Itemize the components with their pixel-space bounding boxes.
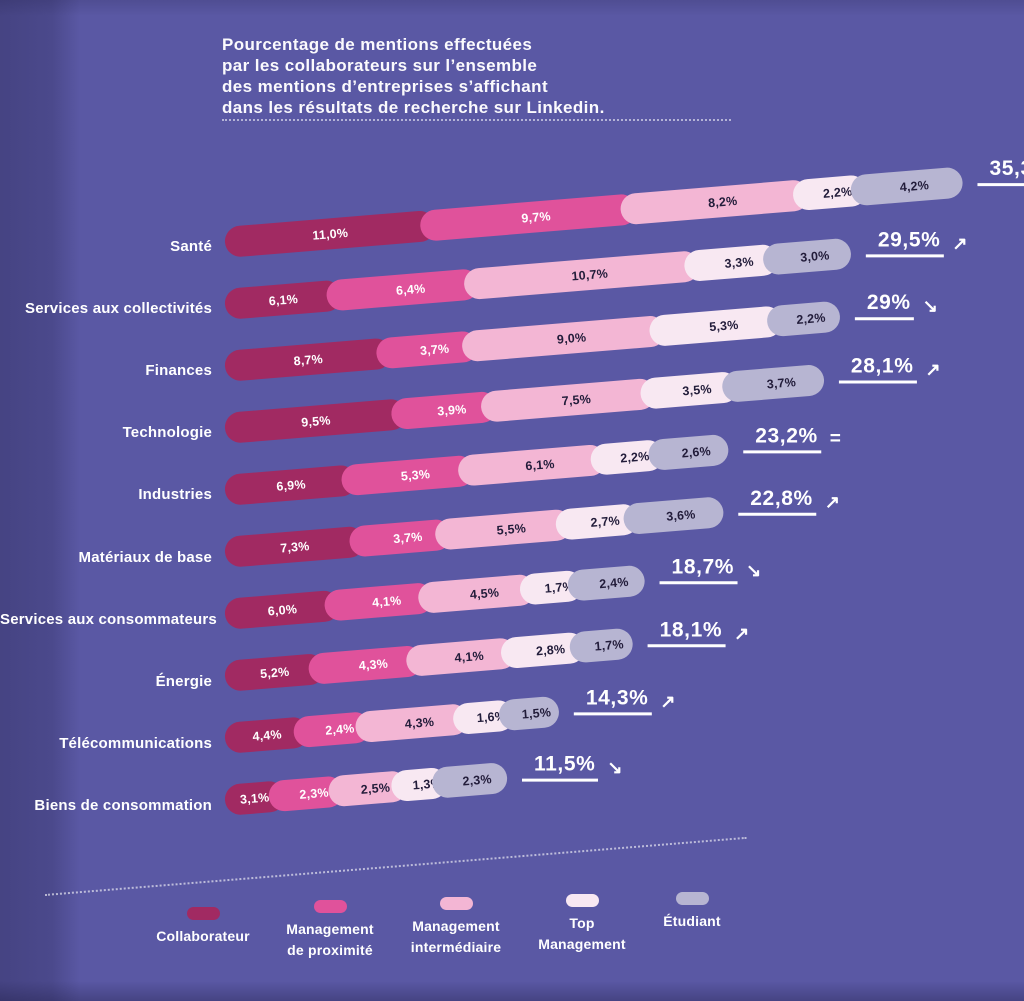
chart-title: Pourcentage de mentions effectuées par le… <box>222 34 762 118</box>
category-label: Énergie <box>155 672 212 690</box>
category-label: Matériaux de base <box>78 548 212 566</box>
legend-label: Management intermédiaire <box>381 916 531 958</box>
category-label: Télécommunications <box>59 734 212 752</box>
legend-swatch-management-de-proximite-icon <box>313 900 347 913</box>
legend-label: Top Management <box>507 913 657 955</box>
legend-label-line: Collaborateur <box>156 928 250 944</box>
category-label: Biens de consommation <box>34 796 212 814</box>
chart-title-line: Pourcentage de mentions effectuées <box>222 35 533 54</box>
legend-swatch-top-management-icon <box>565 894 599 907</box>
legend-label-line: intermédiaire <box>410 939 502 955</box>
title-dotted-rule <box>222 119 731 121</box>
legend-label-line: Management <box>538 936 626 952</box>
category-label: Services aux collectivités <box>25 300 212 318</box>
chart-title-line: dans les résultats de recherche sur Link… <box>222 98 605 117</box>
category-label: Technologie <box>122 424 212 442</box>
category-label: Santé <box>170 238 212 255</box>
legend-label: Étudiant <box>617 911 767 932</box>
legend-swatch-etudiant-icon <box>675 892 709 905</box>
legend-label-line: Management <box>412 918 500 934</box>
legend-label-line: Étudiant <box>663 913 721 929</box>
legend-item-top-management: Top Management <box>507 894 657 955</box>
legend-swatch-management-intermediaire-icon <box>439 897 473 910</box>
category-label: Industries <box>138 486 212 504</box>
legend-label-line: Management <box>286 921 374 937</box>
legend-label: Management de proximité <box>255 919 405 961</box>
legend-item-management-de-proximite: Management de proximité <box>255 900 405 961</box>
category-label: Services aux consommateurs <box>0 610 217 628</box>
legend-swatch-collaborateur-icon <box>186 907 220 920</box>
legend-label-line: de proximité <box>287 942 373 958</box>
chart-title-line: des mentions d’entreprises s’affichant <box>222 77 549 96</box>
legend-item-collaborateur: Collaborateur <box>128 907 278 947</box>
legend-label: Collaborateur <box>128 926 278 947</box>
legend-label-line: Top <box>569 915 595 931</box>
legend-item-etudiant: Étudiant <box>617 892 767 932</box>
legend-item-management-intermediaire: Management intermédiaire <box>381 897 531 958</box>
chart-title-line: par les collaborateurs sur l’ensemble <box>222 56 538 75</box>
category-label: Finances <box>145 362 212 380</box>
